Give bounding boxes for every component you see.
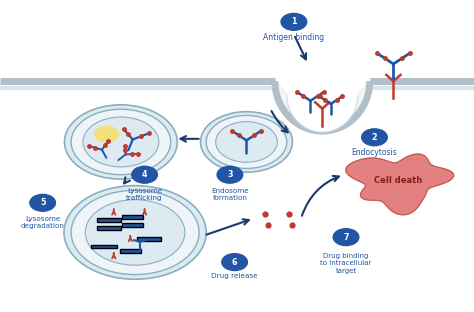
Circle shape [206, 115, 287, 168]
FancyBboxPatch shape [97, 226, 121, 230]
Text: 7: 7 [343, 233, 349, 241]
Text: Endocytosis: Endocytosis [352, 148, 397, 157]
Circle shape [216, 122, 277, 162]
FancyBboxPatch shape [122, 215, 143, 219]
Circle shape [281, 13, 307, 30]
Circle shape [95, 126, 118, 142]
Text: Cell death: Cell death [374, 177, 422, 185]
Circle shape [64, 105, 177, 179]
Text: 6: 6 [232, 258, 237, 266]
Polygon shape [288, 95, 356, 131]
Text: 3: 3 [227, 170, 233, 179]
Text: 2: 2 [372, 133, 377, 142]
FancyBboxPatch shape [97, 218, 121, 222]
Text: Antigen binding: Antigen binding [264, 33, 324, 42]
Polygon shape [346, 154, 454, 215]
Text: Drug release: Drug release [211, 273, 258, 279]
Circle shape [362, 129, 387, 146]
Circle shape [71, 190, 199, 275]
Circle shape [64, 186, 206, 279]
Text: 1: 1 [291, 17, 297, 26]
Circle shape [217, 166, 243, 183]
FancyBboxPatch shape [91, 245, 117, 248]
Circle shape [71, 109, 171, 175]
Circle shape [30, 194, 55, 211]
Circle shape [201, 112, 292, 172]
FancyBboxPatch shape [137, 237, 161, 241]
Text: Lysosome
trafficking: Lysosome trafficking [126, 188, 163, 201]
Circle shape [132, 166, 157, 183]
Polygon shape [275, 81, 370, 131]
Text: 5: 5 [40, 198, 46, 207]
Circle shape [222, 254, 247, 271]
FancyBboxPatch shape [119, 249, 141, 253]
FancyBboxPatch shape [122, 223, 143, 227]
Text: Endosome
formation: Endosome formation [211, 188, 249, 201]
Circle shape [333, 229, 359, 246]
Circle shape [83, 117, 159, 167]
Circle shape [85, 200, 185, 265]
Text: 4: 4 [142, 170, 147, 179]
Text: Drug binding
to intracellular
target: Drug binding to intracellular target [320, 253, 372, 274]
Text: Lysosome
degradation: Lysosome degradation [21, 216, 64, 229]
